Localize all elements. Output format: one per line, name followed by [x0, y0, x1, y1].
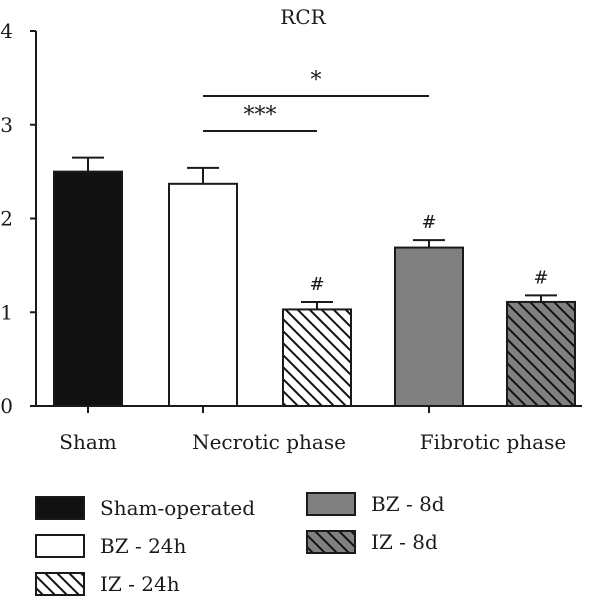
legend-label: BZ - 24h	[100, 534, 187, 558]
legend-swatch	[35, 572, 85, 596]
chart-title: RCR	[280, 5, 326, 29]
comparison-label: ***	[244, 103, 277, 128]
bar	[394, 246, 464, 407]
x-group-label: Sham	[59, 430, 117, 454]
y-tick-label: 4	[0, 19, 13, 43]
y-tick-label: 0	[0, 394, 13, 418]
legend-label: Sham-operated	[100, 496, 255, 520]
bar	[506, 300, 576, 407]
legend-label: IZ - 24h	[100, 572, 180, 596]
bar	[53, 170, 123, 407]
bar	[282, 308, 352, 407]
bars-group: # # #	[53, 156, 576, 407]
x-group-label: Fibrotic phase	[420, 430, 566, 454]
x-group-label: Necrotic phase	[192, 430, 346, 454]
legend-label: IZ - 8d	[371, 530, 438, 554]
legend-swatch	[306, 530, 356, 554]
significance-marker: #	[421, 212, 436, 233]
significance-marker: #	[309, 274, 324, 295]
y-tick-label: 3	[0, 113, 13, 137]
significance-marker: #	[533, 267, 548, 288]
legend-swatch	[35, 496, 85, 520]
legend-swatch	[35, 534, 85, 558]
comparison-brackets: ****	[203, 68, 429, 132]
y-axis-ticks: 0 1 2 3 4	[0, 19, 36, 418]
y-tick-label: 2	[0, 207, 13, 231]
x-axis-ticks: Sham Necrotic phase Fibrotic phase	[59, 406, 566, 454]
legend-swatch	[306, 492, 356, 516]
legend: Sham-operated BZ - 24h IZ - 24h BZ - 8d IZ -…	[35, 492, 445, 596]
comparison-label: *	[311, 68, 322, 93]
bar	[168, 182, 238, 407]
y-tick-label: 1	[0, 300, 13, 324]
legend-label: BZ - 8d	[371, 492, 445, 516]
